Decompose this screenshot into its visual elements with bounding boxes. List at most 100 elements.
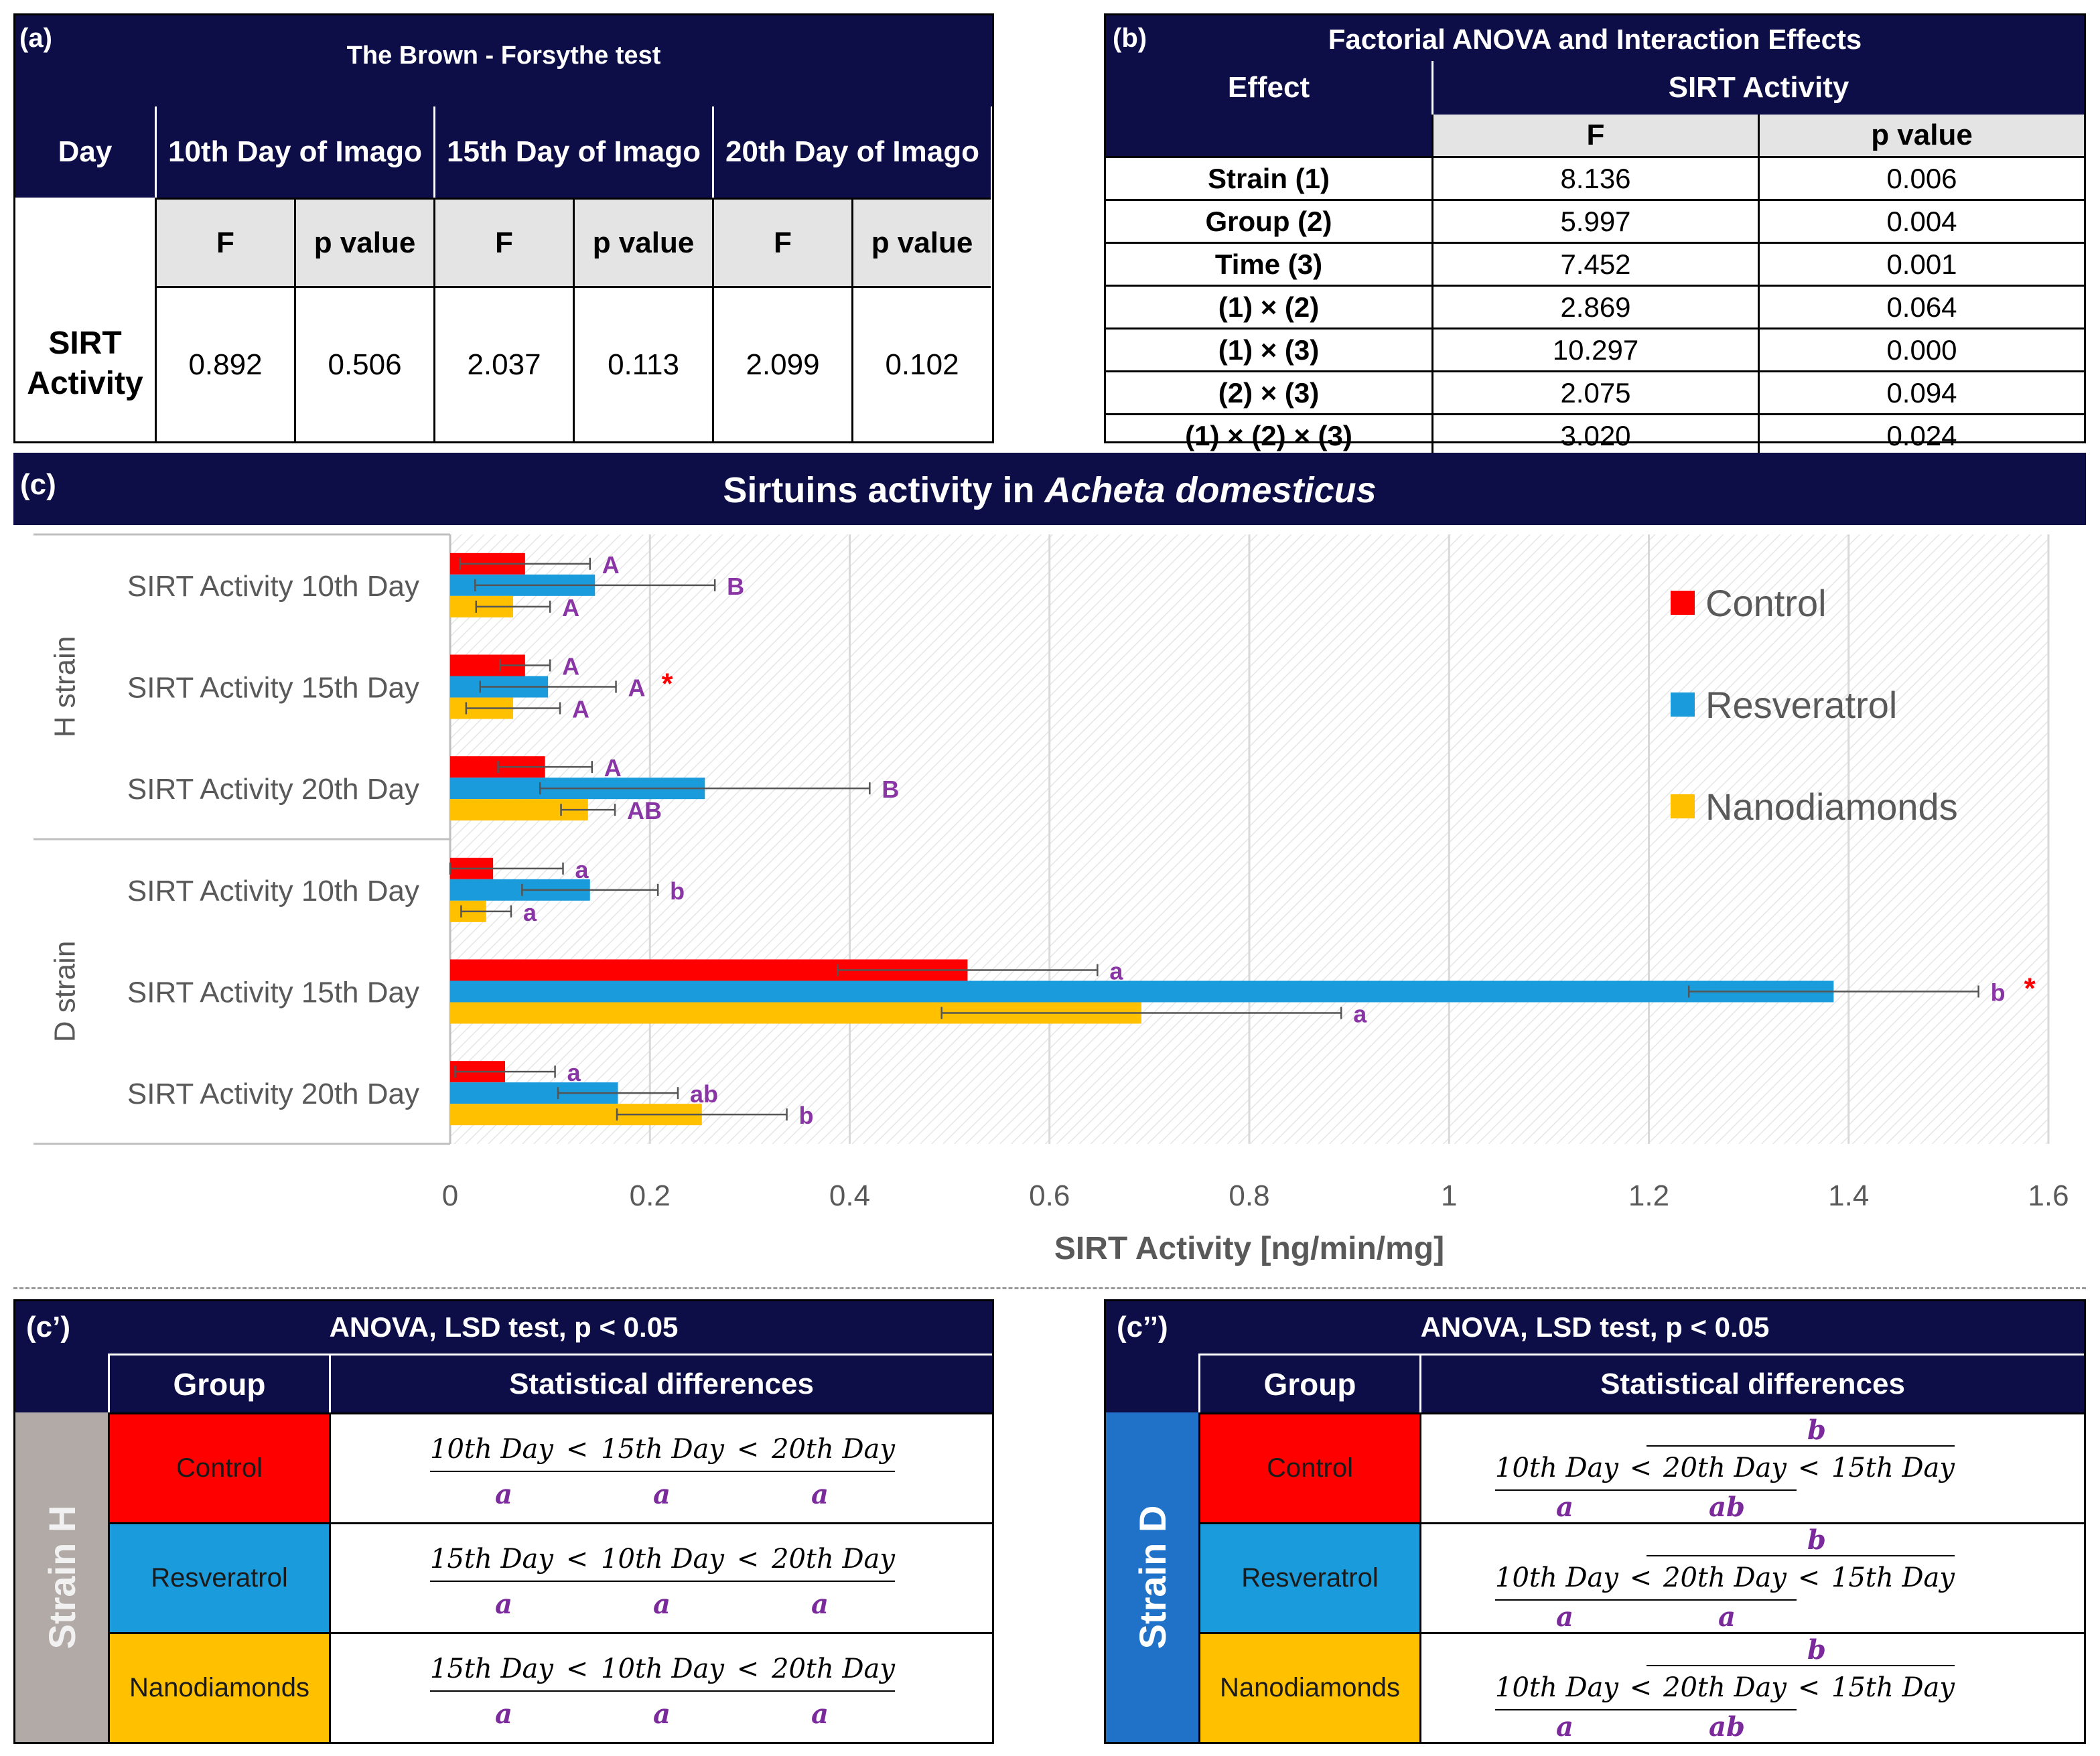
category-label: SIRT Activity 20th Day — [127, 773, 419, 806]
panel-a-subheader: F — [433, 198, 573, 286]
legend-label-control: Control — [1705, 582, 1827, 624]
group-label: D strain — [49, 941, 82, 1043]
panel-c1-table: (c’) ANOVA, LSD test, p < 0.05 Group Sta… — [13, 1299, 994, 1744]
x-axis-title: SIRT Activity [ng/min/mg] — [1054, 1231, 1444, 1266]
diff-cell: b 10th Day <20th Day <15th Day a ab — [1419, 1412, 2084, 1523]
inequality: 10th Day <20th Day <15th Day — [1495, 1559, 1955, 1597]
less-than: < — [736, 1434, 760, 1465]
panel-b-p-value: 0.094 — [1758, 370, 2084, 413]
day-term: 20th Day — [772, 1434, 895, 1465]
significance-letter: A — [604, 754, 622, 782]
group-letter: a — [495, 1698, 512, 1730]
panel-a-subheader: p value — [294, 198, 433, 286]
less-than: < — [565, 1544, 589, 1575]
inequality: 15th Day <10th Day <20th Day — [430, 1649, 895, 1689]
group-letter: a — [1556, 1710, 1573, 1743]
panel-a-row-label-line2: Activity — [27, 366, 143, 401]
overline — [1647, 1445, 1955, 1447]
panel-a-value: 0.892 — [155, 286, 294, 441]
group-letter: a — [1718, 1601, 1736, 1633]
group-label: H strain — [49, 636, 82, 738]
day-term: 15th Day — [601, 1434, 724, 1465]
panel-b-f-value: 7.452 — [1431, 242, 1758, 285]
panel-b-label: (b) — [1113, 18, 1173, 58]
significance-letter: A — [602, 551, 620, 579]
panel-b-effect: Time (3) — [1106, 242, 1431, 285]
day-term: 10th Day — [430, 1434, 553, 1465]
panel-b-p-header: p value — [1758, 115, 2084, 156]
panel-b-f-value: 2.075 — [1431, 370, 1758, 413]
group-cell-nanodiamonds: Nanodiamonds — [1198, 1632, 1419, 1742]
legend-label-resveratrol: Resveratrol — [1705, 684, 1897, 726]
significance-letter: A — [562, 594, 579, 621]
x-tick-label: 1.4 — [1828, 1179, 1869, 1212]
panel-a-value: 2.099 — [712, 286, 851, 441]
top-letter: b — [1807, 1414, 1826, 1446]
panel-c-label: (c) — [20, 468, 56, 501]
underline — [1495, 1599, 1797, 1601]
panel-a-subheader: F — [155, 198, 294, 286]
panel-b-effect: Strain (1) — [1106, 156, 1431, 199]
group-cell-control: Control — [1198, 1412, 1419, 1522]
x-tick-label: 0.2 — [630, 1179, 671, 1212]
panel-a-title: The Brown - Forsythe test — [346, 41, 661, 70]
x-tick-label: 1.2 — [1628, 1179, 1669, 1212]
group-letter: a — [1556, 1491, 1573, 1523]
group-cell-control: Control — [108, 1412, 329, 1522]
panel-b-title: Factorial ANOVA and Interaction Effects — [1328, 23, 1862, 55]
significance-letter: a — [575, 856, 589, 883]
less-than: < — [1629, 1453, 1653, 1483]
x-tick-label: 1.6 — [2028, 1179, 2069, 1212]
significance-letter: a — [1353, 1001, 1367, 1028]
diff-cell: 10th Day <15th Day <20th Day a a a — [329, 1412, 992, 1522]
significance-letter: b — [1991, 979, 2006, 1007]
legend-label-nanodiamonds: Nanodiamonds — [1705, 786, 1958, 828]
panel-c1-label: (c’) — [26, 1304, 107, 1351]
category-label: SIRT Activity 10th Day — [127, 570, 419, 603]
diff-cell: b 10th Day <20th Day <15th Day a a — [1419, 1522, 2084, 1633]
top-letter: b — [1807, 1633, 1826, 1666]
less-than: < — [1629, 1672, 1653, 1703]
panel-b-f-value: 5.997 — [1431, 199, 1758, 242]
panel-a-day-col-1: 10th Day of Imago — [155, 106, 433, 198]
day-term: 20th Day — [1663, 1453, 1787, 1483]
panel-c-header: (c) Sirtuins activity in Acheta domestic… — [13, 453, 2086, 525]
day-term: 15th Day — [1831, 1562, 1955, 1593]
panel-b-f-header: F — [1431, 115, 1758, 156]
day-term: 10th Day — [1495, 1562, 1618, 1593]
panel-b-f-value: 8.136 — [1431, 156, 1758, 199]
bar-resveratrol — [450, 980, 1834, 1003]
category-label: SIRT Activity 15th Day — [127, 672, 419, 705]
day-term: 15th Day — [1831, 1672, 1955, 1703]
panel-a-day-header: Day — [15, 106, 155, 198]
panel-b-p-value: 0.006 — [1758, 156, 2084, 199]
panel-a-value: 0.506 — [294, 286, 433, 441]
group-letter: a — [811, 1588, 829, 1620]
significance-letter: A — [628, 674, 646, 702]
panel-a-subheader: p value — [573, 198, 712, 286]
panel-b-p-value: 0.000 — [1758, 327, 2084, 370]
panel-b-effect: (1) × (3) — [1106, 327, 1431, 370]
significance-letter: AB — [627, 797, 662, 824]
panel-b-f-value: 10.297 — [1431, 327, 1758, 370]
group-cell-resveratrol: Resveratrol — [108, 1522, 329, 1632]
panel-c1-diff-header: Statistical differences — [329, 1353, 992, 1412]
panel-a-row-label: SIRT Activity — [15, 286, 155, 441]
panel-c2-group-header: Group — [1198, 1353, 1419, 1412]
panel-b-effect: (1) × (2) — [1106, 285, 1431, 327]
day-term: 10th Day — [601, 1654, 724, 1684]
panel-c2-strain-bar — [1106, 1412, 1198, 1742]
overline — [1647, 1665, 1955, 1666]
panel-a-subheader: p value — [851, 198, 991, 286]
day-term: 20th Day — [772, 1654, 895, 1684]
day-term: 20th Day — [1663, 1562, 1787, 1593]
significance-letter: a — [1109, 958, 1123, 985]
category-label: SIRT Activity 20th Day — [127, 1078, 419, 1110]
top-letter: b — [1807, 1524, 1826, 1556]
underline — [430, 1471, 895, 1472]
underline — [1495, 1489, 1797, 1491]
panel-c2-diff-header: Statistical differences — [1419, 1353, 2084, 1412]
panel-c2-label: (c’’) — [1117, 1304, 1197, 1351]
panel-c1-strain-bar — [15, 1412, 108, 1742]
panel-b-p-value: 0.001 — [1758, 242, 2084, 285]
